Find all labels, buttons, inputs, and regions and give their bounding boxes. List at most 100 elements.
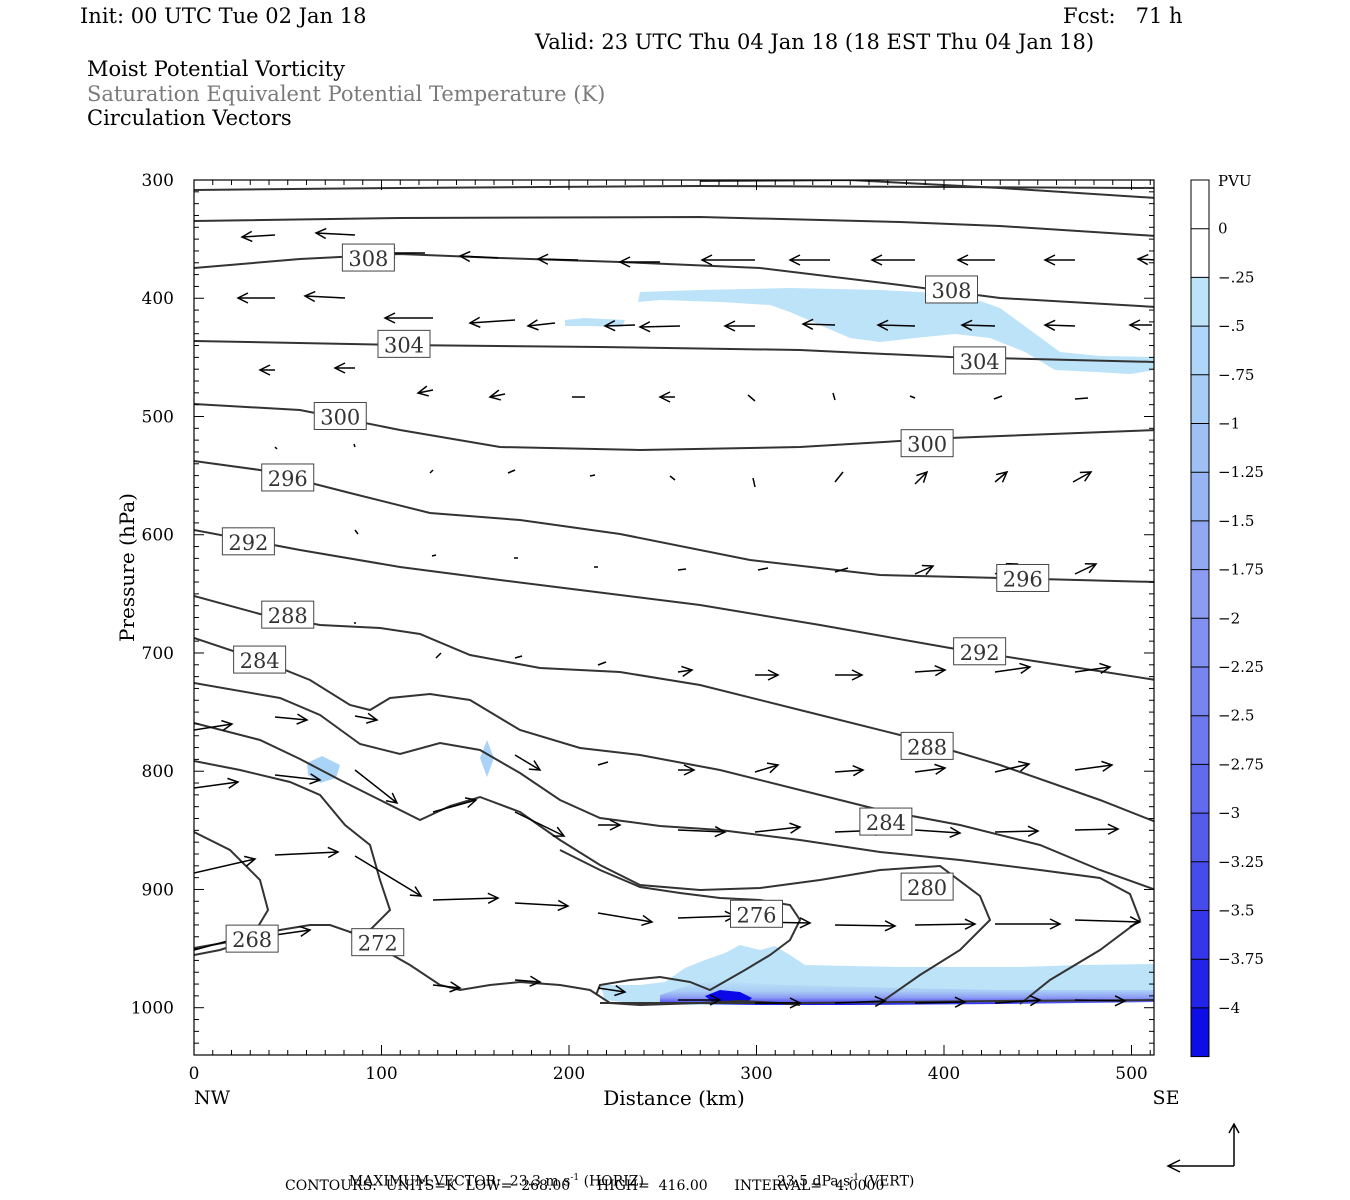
circulation-vector xyxy=(435,652,442,659)
circulation-vector xyxy=(994,662,1032,674)
y-tick-label: 400 xyxy=(142,289,174,309)
y-tick-label: 700 xyxy=(142,644,174,664)
circulation-vector xyxy=(994,825,1040,837)
circulation-vector xyxy=(194,719,234,732)
circulation-vector xyxy=(870,254,915,266)
field-title-vectors: Circulation Vectors xyxy=(87,106,292,130)
colorbar-segment xyxy=(1191,618,1209,667)
circulation-vector xyxy=(274,446,278,450)
colorbar-label: −2.75 xyxy=(1218,755,1264,773)
svg-text:296: 296 xyxy=(268,467,308,491)
colorbar-label: −1.75 xyxy=(1218,561,1264,579)
circulation-vector xyxy=(757,567,769,571)
circulation-vector xyxy=(960,319,996,331)
circulation-vector xyxy=(1074,916,1142,928)
circulation-vector xyxy=(240,230,276,243)
circulation-vector xyxy=(669,475,676,481)
circulation-vector xyxy=(677,665,694,677)
circulation-vector xyxy=(597,912,654,927)
circulation-vector xyxy=(514,899,570,912)
circulation-vector xyxy=(876,319,916,331)
circulation-vector xyxy=(1072,471,1093,483)
circulation-vector xyxy=(354,769,399,805)
colorbar-segment xyxy=(1191,180,1209,229)
circulation-vector xyxy=(429,469,434,474)
colorbar-label: −2.5 xyxy=(1218,707,1254,725)
circulation-vector xyxy=(514,754,542,771)
circulation-vector xyxy=(431,554,437,557)
max-horiz-unit: (HORIZ) xyxy=(583,1173,644,1190)
x-tick-label: 0 xyxy=(189,1064,200,1084)
circulation-vector xyxy=(754,822,802,834)
x-end-label-se: SE xyxy=(1153,1087,1180,1109)
contour-label: 296 xyxy=(261,463,315,492)
field-title-theta-es: Saturation Equivalent Potential Temperat… xyxy=(87,82,606,106)
contours-info: CONTOURS: UNITS=K LOW= 268.00 HIGH= 416.… xyxy=(285,1178,885,1194)
contour-label: 304 xyxy=(953,346,1007,375)
circulation-vector xyxy=(1074,995,1127,1007)
circulation-vector xyxy=(914,918,977,930)
circulation-vector xyxy=(832,392,836,401)
circulation-vector xyxy=(432,981,462,993)
colorbar-segment xyxy=(1191,715,1209,765)
contour-label: 300 xyxy=(900,429,954,458)
contour-label: 268 xyxy=(225,924,279,953)
colorbar-segment xyxy=(1191,569,1209,619)
circulation-vector xyxy=(755,997,802,1009)
svg-text:308: 308 xyxy=(931,279,971,303)
colorbar-label: −3.5 xyxy=(1218,902,1254,920)
init-time: Init: 00 UTC Tue 02 Jan 18 xyxy=(80,4,367,28)
circulation-vector xyxy=(788,254,830,266)
y-tick-label: 500 xyxy=(142,407,174,427)
circulation-vector xyxy=(914,564,935,576)
circulation-vector xyxy=(194,777,240,789)
circulation-vector xyxy=(514,975,542,987)
y-tick-label: 900 xyxy=(142,880,174,900)
colorbar-segment xyxy=(1191,472,1209,521)
contour-label: 288 xyxy=(900,731,954,760)
y-tick-label: 1000 xyxy=(131,999,174,1019)
circulation-vector xyxy=(1074,760,1114,772)
circulation-vector xyxy=(801,318,836,330)
circulation-vector xyxy=(258,364,275,376)
circulation-vector xyxy=(994,470,1009,483)
circulation-vector xyxy=(834,995,887,1008)
x-tick-label: 200 xyxy=(553,1064,585,1084)
valid-time: Valid: 23 UTC Thu 04 Jan 18 (18 EST Thu … xyxy=(535,30,1095,54)
max-vert-unit: (VERT) xyxy=(863,1173,915,1190)
pv-region-upper xyxy=(638,288,1154,374)
circulation-vector xyxy=(1074,823,1120,835)
circulation-vector xyxy=(303,290,346,303)
contour-label: 308 xyxy=(341,243,395,272)
circulation-vector xyxy=(835,669,864,681)
circulation-vector xyxy=(1136,253,1154,266)
contour-label: 292 xyxy=(953,637,1007,666)
circulation-vector xyxy=(416,385,434,397)
colorbar-segment xyxy=(1191,326,1209,375)
circulation-vector xyxy=(597,661,607,666)
circulation-vector xyxy=(314,227,356,240)
colorbar-segment xyxy=(1191,861,1209,911)
circulation-vector xyxy=(677,568,687,571)
colorbar-segment xyxy=(1191,374,1209,424)
max-horiz: 23.3 m s xyxy=(509,1173,571,1190)
svg-text:304: 304 xyxy=(960,350,1000,374)
colorbar-label: −1 xyxy=(1218,415,1240,433)
circulation-vectors xyxy=(194,227,1154,1009)
reference-vector-icon xyxy=(1166,1122,1240,1173)
circulation-vector xyxy=(598,819,622,831)
contour-label: 288 xyxy=(261,600,315,629)
max-vert-exp: -1 xyxy=(850,1173,860,1183)
circulation-vector xyxy=(488,389,506,401)
circulation-vector xyxy=(747,394,756,402)
field-title-pv: Moist Potential Vorticity xyxy=(87,57,345,81)
pv-region-lower-strong xyxy=(660,980,1154,1005)
circulation-vector xyxy=(526,319,556,331)
contour-label: 300 xyxy=(313,401,367,430)
circulation-vector xyxy=(834,920,897,932)
svg-text:272: 272 xyxy=(358,932,398,956)
contour-label: 272 xyxy=(351,928,405,957)
circulation-vector xyxy=(994,994,1042,1007)
contour-label: 276 xyxy=(730,899,783,928)
